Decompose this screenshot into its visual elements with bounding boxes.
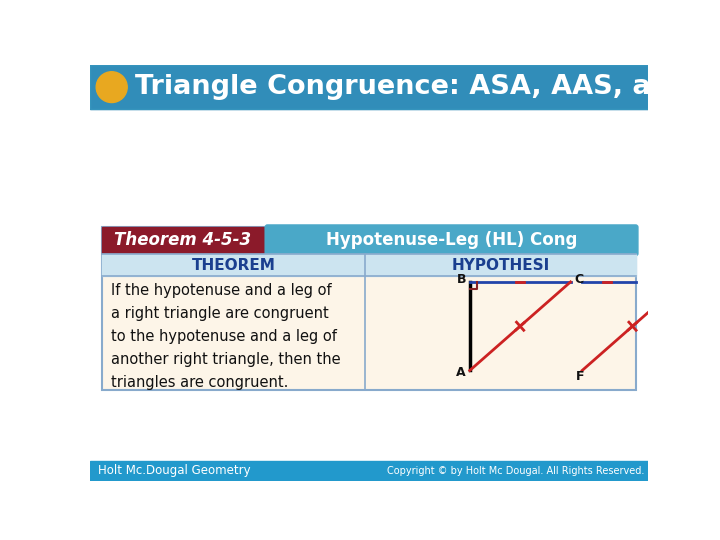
Text: HYPOTHESI: HYPOTHESI [451,258,550,273]
Bar [90,461,648,481]
Bar [90,65,648,110]
Bar [102,226,636,390]
Text: If the hypotenuse and a leg of
a right triangle are congruent
to the hypotenuse : If the hypotenuse and a leg of a right t… [111,284,341,390]
Text: Theorem 4-5-3: Theorem 4-5-3 [114,231,251,249]
Text: Triangle Congruence: ASA, AAS, and HL: Triangle Congruence: ASA, AAS, and HL [135,74,720,100]
Text: C: C [575,273,584,286]
Bar [102,254,365,276]
Text: B: B [456,273,466,286]
Text: Holt Mc.Dougal Geometry: Holt Mc.Dougal Geometry [98,464,251,477]
Bar [365,254,636,276]
FancyBboxPatch shape [265,225,638,256]
Text: F: F [576,370,585,383]
Bar [102,226,264,254]
Text: Copyright © by Holt Mc Dougal. All Rights Reserved.: Copyright © by Holt Mc Dougal. All Right… [387,465,644,476]
Circle shape [96,72,127,103]
Text: Hypotenuse-Leg (HL) Cong: Hypotenuse-Leg (HL) Cong [326,231,577,249]
Text: A: A [456,366,466,379]
Bar [90,65,648,110]
Text: THEOREM: THEOREM [192,258,275,273]
